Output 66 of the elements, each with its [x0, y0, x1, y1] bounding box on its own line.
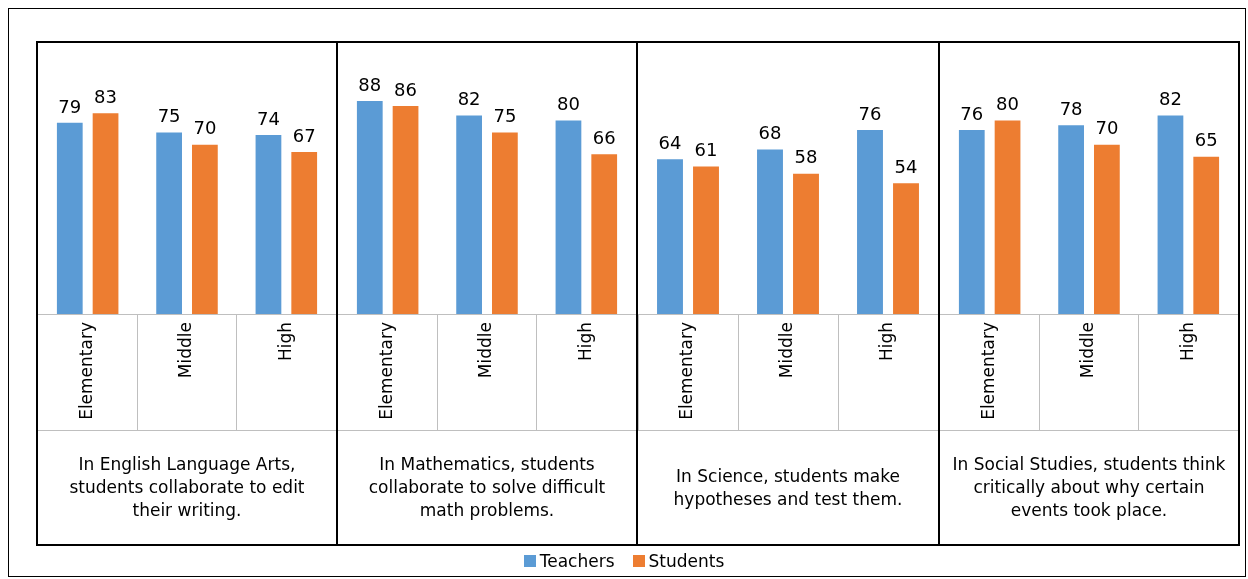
bar	[456, 115, 482, 314]
bar	[757, 149, 783, 314]
data-label: 70	[193, 117, 217, 139]
data-label: 82	[1159, 88, 1182, 110]
bar	[1157, 115, 1184, 314]
data-label: 80	[996, 93, 1019, 115]
data-label: 54	[894, 156, 918, 178]
x-tick-label: Elementary	[676, 322, 697, 420]
data-label: 65	[1194, 129, 1218, 151]
x-tick-label: Elementary	[76, 322, 97, 420]
x-tick-label: High	[274, 322, 295, 362]
bar	[192, 144, 218, 314]
bar	[1094, 144, 1120, 314]
x-axis-title: In Social Studies, students think critically about why certain events took place.	[940, 430, 1238, 544]
bar	[793, 173, 819, 314]
data-label: 74	[257, 107, 280, 129]
data-label: 88	[358, 73, 382, 95]
data-label: 75	[157, 105, 181, 127]
data-label: 79	[58, 95, 82, 117]
x-axis-title: In Mathematics, students collaborate to solve difficult math problems.	[338, 430, 636, 544]
data-label: 66	[592, 126, 616, 148]
x-tick-label: Elementary	[978, 322, 999, 420]
legend-label: Students	[648, 551, 725, 571]
x-tick-label: High	[574, 322, 595, 362]
x-axis-title: In English Language Arts, students collaborate to edit their writing.	[38, 430, 336, 544]
bar	[693, 166, 719, 314]
bar	[893, 183, 919, 314]
bar	[857, 130, 883, 314]
data-label: 86	[394, 78, 417, 100]
data-label: 76	[960, 102, 984, 124]
bar	[156, 132, 182, 314]
bar	[657, 159, 683, 314]
bar	[356, 101, 383, 314]
data-label: 78	[1059, 97, 1083, 119]
bar	[291, 151, 318, 314]
bar	[1058, 125, 1084, 314]
data-label: 61	[694, 139, 718, 161]
x-tick-label: High	[876, 322, 897, 362]
bar	[255, 134, 282, 314]
data-label: 76	[858, 102, 882, 124]
bar	[1193, 156, 1220, 314]
x-tick-label: Middle	[776, 322, 797, 379]
bar	[591, 154, 618, 314]
data-label: 58	[794, 146, 818, 168]
x-tick-label: Elementary	[376, 322, 397, 420]
x-tick-label: Middle	[1077, 322, 1098, 379]
bar	[392, 105, 419, 314]
data-label: 68	[758, 122, 782, 144]
data-label: 83	[94, 85, 117, 107]
x-axis-title: In Science, students make hypotheses and test them.	[638, 430, 938, 544]
x-tick-label: Middle	[475, 322, 496, 379]
data-label: 67	[292, 124, 316, 146]
data-label: 70	[1095, 117, 1119, 139]
x-tick-label: High	[1176, 322, 1197, 362]
data-label: 80	[557, 93, 580, 115]
bar	[56, 122, 83, 314]
bar	[958, 130, 985, 314]
bar	[555, 120, 582, 314]
data-label: 75	[493, 105, 517, 127]
bar	[92, 113, 119, 314]
data-label: 82	[457, 88, 481, 110]
data-label: 64	[658, 131, 682, 153]
bar	[492, 132, 518, 314]
legend-label: Teachers	[539, 551, 615, 571]
x-tick-label: Middle	[175, 322, 196, 379]
bar	[994, 120, 1021, 314]
